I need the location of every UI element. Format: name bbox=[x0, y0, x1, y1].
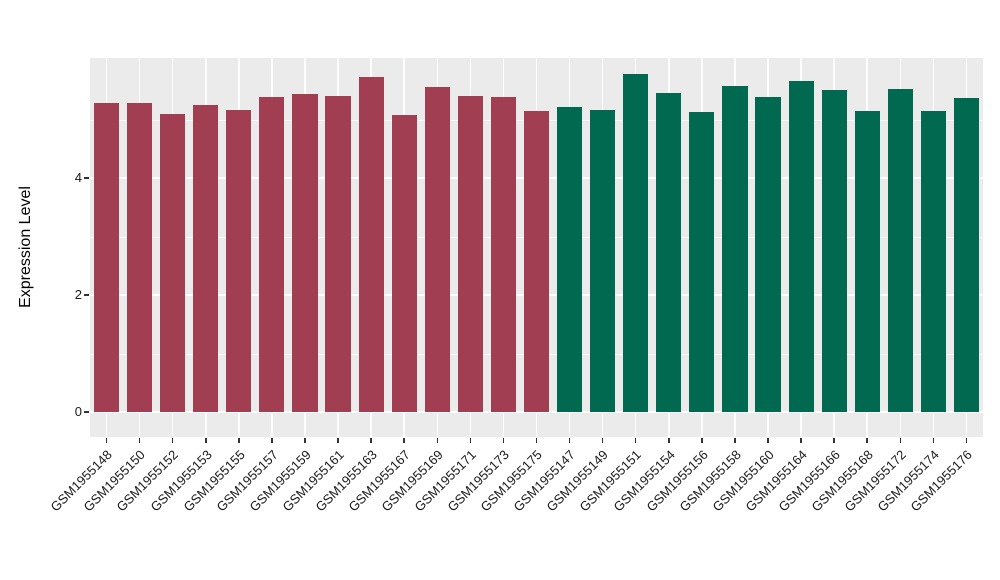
bar-GSM1955150 bbox=[127, 103, 153, 412]
bar-GSM1955176 bbox=[953, 98, 980, 412]
x-tick-label: GSM1955169 bbox=[378, 447, 446, 515]
bar-GSM1955175 bbox=[523, 111, 550, 412]
x-tick-mark bbox=[238, 438, 240, 443]
bar-GSM1955155 bbox=[226, 109, 252, 412]
bar-GSM1955171 bbox=[457, 95, 483, 412]
x-tick-mark bbox=[370, 438, 372, 443]
x-tick-label: GSM1955150 bbox=[80, 447, 149, 515]
bar-GSM1955157 bbox=[259, 97, 285, 412]
x-tick-mark bbox=[271, 438, 273, 443]
bar-GSM1955156 bbox=[689, 112, 715, 412]
x-tick-label: GSM1955149 bbox=[543, 447, 612, 515]
x-tick-mark bbox=[205, 438, 207, 443]
x-tick-mark bbox=[171, 438, 174, 443]
bar-GSM1955151 bbox=[623, 74, 649, 412]
x-tick-mark bbox=[734, 438, 736, 443]
x-tick-mark bbox=[668, 438, 670, 443]
bar-GSM1955152 bbox=[160, 114, 186, 412]
x-tick-label: GSM1955153 bbox=[147, 447, 215, 515]
x-tick-label: GSM1955171 bbox=[411, 447, 479, 515]
bar-GSM1955167 bbox=[391, 115, 417, 412]
x-tick-mark bbox=[634, 438, 637, 443]
x-tick-mark bbox=[469, 438, 472, 443]
x-tick-label: GSM1955157 bbox=[213, 447, 281, 515]
x-tick-mark bbox=[535, 438, 538, 443]
x-tick-label: GSM1955176 bbox=[907, 447, 976, 515]
x-tick-label: GSM1955151 bbox=[576, 447, 645, 515]
y-tick-mark bbox=[84, 294, 89, 296]
x-tick-mark bbox=[767, 438, 769, 443]
bar-GSM1955160 bbox=[755, 97, 781, 412]
x-tick-mark bbox=[337, 438, 339, 443]
x-tick-label: GSM1955172 bbox=[841, 447, 909, 515]
x-tick-label: GSM1955164 bbox=[742, 447, 810, 515]
x-tick-mark bbox=[965, 438, 968, 443]
x-tick-mark bbox=[304, 438, 306, 443]
x-tick-label: GSM1955168 bbox=[808, 447, 876, 515]
x-tick-mark bbox=[436, 438, 439, 443]
x-tick-label: GSM1955159 bbox=[246, 447, 314, 515]
x-tick-label: GSM1955161 bbox=[279, 447, 347, 515]
x-tick-mark bbox=[800, 438, 802, 443]
bar-GSM1955159 bbox=[292, 94, 318, 412]
x-tick-mark bbox=[601, 438, 604, 443]
x-tick-mark bbox=[105, 438, 108, 443]
x-tick-label: GSM1955148 bbox=[47, 447, 116, 515]
bar-GSM1955153 bbox=[193, 105, 219, 412]
bar-GSM1955149 bbox=[590, 109, 616, 412]
x-tick-label: GSM1955174 bbox=[874, 447, 942, 515]
x-tick-label: GSM1955156 bbox=[643, 447, 711, 515]
y-tick-label: 0 bbox=[74, 404, 82, 419]
bar-GSM1955172 bbox=[887, 88, 913, 412]
y-tick-label: 2 bbox=[74, 287, 82, 302]
x-tick-mark bbox=[899, 438, 902, 443]
y-axis-title: Expression Level bbox=[17, 186, 34, 308]
x-tick-label: GSM1955160 bbox=[709, 447, 777, 515]
y-tick-mark bbox=[84, 177, 89, 179]
bar-GSM1955148 bbox=[93, 102, 120, 412]
x-tick-label: GSM1955147 bbox=[510, 447, 579, 515]
plot-panel bbox=[90, 58, 983, 437]
bar-GSM1955166 bbox=[821, 90, 847, 412]
bar-GSM1955161 bbox=[325, 96, 351, 412]
y-tick-label: 4 bbox=[74, 170, 82, 185]
x-tick-mark bbox=[866, 438, 868, 443]
x-tick-mark bbox=[701, 438, 703, 443]
y-tick-mark bbox=[84, 411, 89, 413]
x-tick-mark bbox=[403, 438, 405, 443]
x-tick-label: GSM1955154 bbox=[610, 447, 678, 515]
bar-GSM1955169 bbox=[424, 87, 450, 412]
bar-GSM1955173 bbox=[490, 97, 516, 412]
bar-GSM1955164 bbox=[788, 81, 814, 412]
x-tick-label: GSM1955173 bbox=[444, 447, 513, 515]
x-tick-mark bbox=[502, 438, 505, 443]
x-tick-mark bbox=[568, 438, 571, 443]
bar-GSM1955174 bbox=[920, 110, 946, 412]
bar-GSM1955158 bbox=[722, 85, 748, 412]
x-tick-label: GSM1955163 bbox=[312, 447, 380, 515]
x-tick-mark bbox=[138, 438, 141, 443]
bar-GSM1955154 bbox=[656, 93, 682, 412]
x-tick-label: GSM1955158 bbox=[676, 447, 744, 515]
x-tick-label: GSM1955152 bbox=[113, 447, 182, 515]
x-tick-label: GSM1955175 bbox=[477, 447, 546, 515]
x-tick-mark bbox=[833, 438, 835, 443]
bar-GSM1955163 bbox=[358, 77, 384, 412]
x-tick-mark bbox=[932, 438, 935, 443]
x-tick-label: GSM1955167 bbox=[345, 447, 413, 515]
bar-GSM1955147 bbox=[557, 106, 583, 412]
x-tick-label: GSM1955155 bbox=[180, 447, 248, 515]
bar-GSM1955168 bbox=[854, 111, 880, 412]
gridline-major bbox=[90, 411, 983, 413]
x-tick-label: GSM1955166 bbox=[775, 447, 843, 515]
